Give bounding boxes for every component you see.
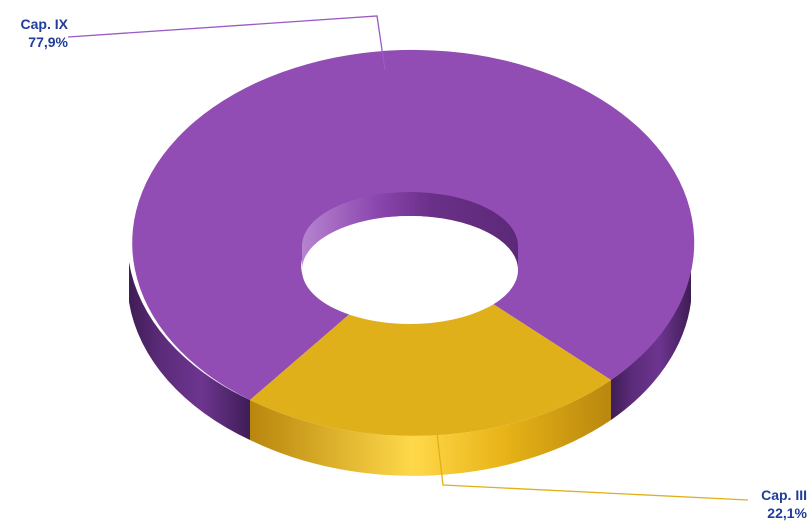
- leader-line-cap-ix: [67, 15, 386, 71]
- slice-cap-ix-side-left: [129, 262, 250, 440]
- donut-hole: [302, 216, 518, 324]
- slice-cap-iii-side: [250, 380, 611, 476]
- slice-cap-iii-top: [250, 302, 611, 436]
- slice-cap-ix-top: [132, 49, 695, 400]
- label-cap-ix-value: 77,9%: [28, 34, 68, 50]
- donut-hole-inner-wall: [302, 192, 518, 270]
- leader-line-cap-iii: [436, 432, 749, 501]
- label-cap-ix-name: Cap. IX: [21, 16, 69, 32]
- slice-cap-ix-side-right: [611, 262, 691, 420]
- label-cap-iii-name: Cap. III: [761, 487, 807, 503]
- label-cap-iii-value: 22,1%: [767, 505, 807, 521]
